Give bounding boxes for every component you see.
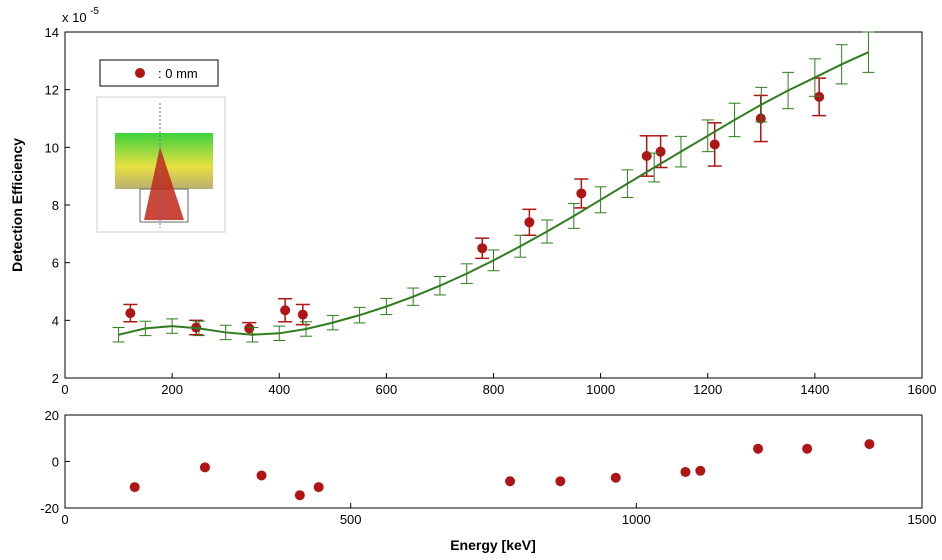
data-point	[864, 439, 875, 450]
x-tick-label: 500	[340, 512, 362, 527]
y-tick-label: 6	[52, 256, 59, 271]
x-tick-label: 1200	[693, 382, 722, 397]
x-tick-label: 600	[376, 382, 398, 397]
fit-error-bar	[460, 263, 473, 284]
x-tick-label: 0	[61, 382, 68, 397]
fit-error-bar	[701, 119, 714, 153]
y-tick-label: 10	[45, 140, 59, 155]
residual-plot-frame	[64, 414, 923, 509]
fit-error-bar	[782, 71, 795, 110]
y-axis-label: Detection Efficiency	[9, 138, 25, 272]
x-tick-label: 1000	[586, 382, 615, 397]
data-point	[655, 146, 666, 157]
data-point	[753, 443, 764, 454]
data-point	[641, 150, 652, 161]
x-tick-label: 200	[161, 382, 183, 397]
fit-error-bar	[380, 297, 393, 316]
fit-error-bar	[273, 325, 286, 342]
fit-error-bar	[808, 58, 821, 97]
data-point	[555, 476, 566, 487]
fit-error-bar	[353, 306, 366, 324]
x-tick-label: 800	[483, 382, 505, 397]
data-point	[755, 113, 766, 124]
fit-error-bar	[246, 327, 259, 343]
data-point	[477, 243, 488, 254]
legend-label: : 0 mm	[158, 66, 198, 81]
y-tick-label: 12	[45, 83, 59, 98]
fit-error-bar	[487, 249, 500, 272]
data-point	[695, 465, 706, 476]
fit-error-bar	[862, 31, 875, 73]
inset-image	[96, 96, 226, 233]
data-point	[313, 482, 324, 493]
fit-error-bar	[567, 203, 580, 229]
y-tick-label: 0	[52, 455, 59, 470]
fit-error-bar	[541, 219, 554, 244]
data-point	[576, 188, 587, 199]
x-axis-label: Energy [keV]	[450, 537, 536, 553]
fit-error-bar	[112, 327, 125, 343]
y-tick-label: 4	[52, 313, 59, 328]
data-point	[505, 476, 516, 487]
fit-error-bar	[139, 320, 152, 337]
y-tick-label: 8	[52, 198, 59, 213]
legend: : 0 mm	[99, 59, 219, 87]
data-point	[129, 482, 140, 493]
data-point	[244, 323, 255, 334]
fit-error-bar	[300, 321, 313, 337]
x-tick-label: 1600	[908, 382, 937, 397]
y-tick-label: -20	[40, 501, 59, 516]
legend-marker	[135, 68, 145, 78]
x-tick-label: 0	[61, 512, 68, 527]
inset-beam	[144, 147, 184, 220]
data-point	[256, 470, 267, 481]
fit-error-bar	[728, 102, 741, 138]
data-point	[709, 139, 720, 150]
data-point	[297, 309, 308, 320]
y-scale-exponent: -5	[90, 6, 99, 17]
fit-error-bar	[192, 320, 205, 337]
fit-error-bar	[835, 44, 848, 85]
x-tick-label: 400	[268, 382, 290, 397]
fit-error-bar	[648, 152, 661, 183]
x-tick-label: 1400	[800, 382, 829, 397]
fit-error-bar	[407, 287, 420, 306]
fit-error-bar	[326, 314, 339, 331]
fit-error-bar	[674, 135, 687, 168]
y-tick-label: 14	[45, 25, 59, 40]
y-tick-label: 20	[45, 408, 59, 423]
fit-error-bar	[514, 234, 527, 258]
data-point	[802, 443, 813, 454]
fit-error-bar	[621, 169, 634, 199]
legend-box	[99, 59, 219, 87]
y-tick-label: 2	[52, 371, 59, 386]
data-point	[524, 217, 535, 228]
x-tick-label: 1000	[622, 512, 651, 527]
x-tick-label: 1500	[908, 512, 937, 527]
fit-error-bar	[755, 86, 768, 123]
data-point	[680, 466, 691, 477]
data-point	[125, 308, 136, 319]
data-point	[610, 472, 621, 483]
data-point	[199, 462, 210, 473]
fit-error-bar	[594, 186, 607, 214]
data-point	[280, 305, 291, 316]
y-scale-label: x 10	[62, 10, 87, 25]
fit-error-bar	[219, 324, 232, 341]
data-point	[814, 91, 825, 102]
fit-error-bar	[166, 318, 179, 334]
data-point	[294, 490, 305, 501]
fit-error-bar	[433, 276, 446, 296]
